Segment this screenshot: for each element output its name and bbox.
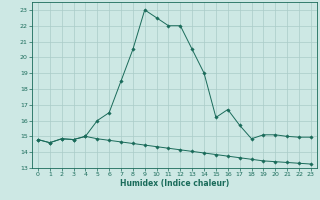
X-axis label: Humidex (Indice chaleur): Humidex (Indice chaleur)	[120, 179, 229, 188]
